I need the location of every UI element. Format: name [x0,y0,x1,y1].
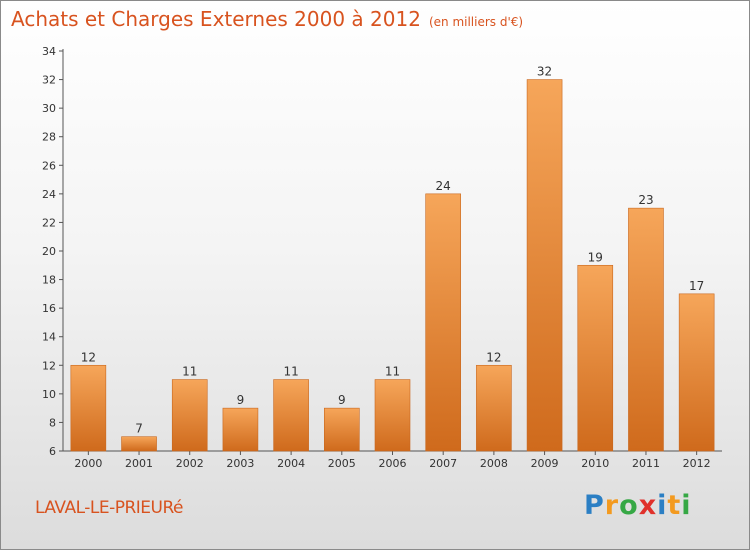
chart-subtitle: (en milliers d'€) [428,15,524,29]
x-tick-label: 2009 [531,457,559,470]
data-label-2002: 11 [182,365,197,379]
y-tick-label: 18 [42,274,56,287]
y-tick-label: 16 [42,302,56,315]
x-tick-label: 2003 [226,457,254,470]
y-tick-label: 8 [49,416,56,429]
x-tick-label: 2007 [429,457,457,470]
y-tick-label: 26 [42,159,56,172]
x-tick-label: 2004 [277,457,305,470]
y-tick-label: 28 [42,131,56,144]
bar-2000 [70,364,107,452]
y-tick-label: 10 [42,388,56,401]
x-tick-label: 2012 [683,457,711,470]
bar-2009 [526,79,563,452]
logo-letter: r [604,490,620,521]
bar-2004 [273,379,309,452]
data-label-2006: 11 [385,365,400,379]
chart-title-text: Achats et Charges Externes 2000 à 2012 [11,7,421,31]
y-tick-label: 20 [42,245,56,258]
proxiti-logo[interactable]: Proxiti [584,490,692,521]
data-label-2009: 32 [537,65,552,79]
x-tick-label: 2005 [328,457,356,470]
y-tick-label: 34 [42,45,56,58]
x-tick-label: 2008 [480,457,508,470]
y-tick-label: 24 [42,188,56,201]
data-label-2001: 7 [135,422,143,436]
x-tick-label: 2011 [632,457,660,470]
data-label-2007: 24 [436,179,451,193]
logo-letter: i [657,490,668,521]
y-tick-label: 12 [42,359,56,372]
logo-letter: P [584,490,605,521]
bar-2011 [628,207,664,452]
logo-letter: i [681,490,692,521]
y-tick-label: 32 [42,74,56,87]
bar-2001 [121,436,157,452]
commune-name: LAVAL-LE-PRIEURé [35,498,184,518]
bar-2003 [222,407,259,452]
x-tick-label: 2002 [176,457,204,470]
bar-2006 [374,379,411,452]
bar-2007 [425,193,461,452]
data-label-2008: 12 [486,350,501,364]
data-label-2010: 19 [588,250,603,264]
x-tick-label: 2000 [74,457,102,470]
x-tick-label: 2010 [581,457,609,470]
y-tick-label: 14 [42,331,56,344]
logo-letter: t [667,490,682,521]
logo-letter: o [619,490,639,521]
y-tick-label: 6 [49,445,56,458]
data-label-2012: 17 [689,279,704,293]
bar-2010 [577,264,614,452]
bar-2008 [476,364,512,452]
bar-2012 [678,293,715,452]
x-tick-label: 2006 [379,457,407,470]
logo-letter: x [638,490,658,521]
y-tick-label: 22 [42,216,56,229]
x-tick-label: 2001 [125,457,153,470]
bar-2002 [171,379,208,452]
data-label-2005: 9 [338,393,346,407]
data-label-2003: 9 [237,393,245,407]
data-label-2004: 11 [283,365,298,379]
y-tick-label: 30 [42,102,56,115]
chart-title: Achats et Charges Externes 2000 à 2012 (e… [11,7,523,31]
data-label-2000: 12 [81,350,96,364]
bar-2005 [324,407,360,452]
data-label-2011: 23 [638,193,653,207]
